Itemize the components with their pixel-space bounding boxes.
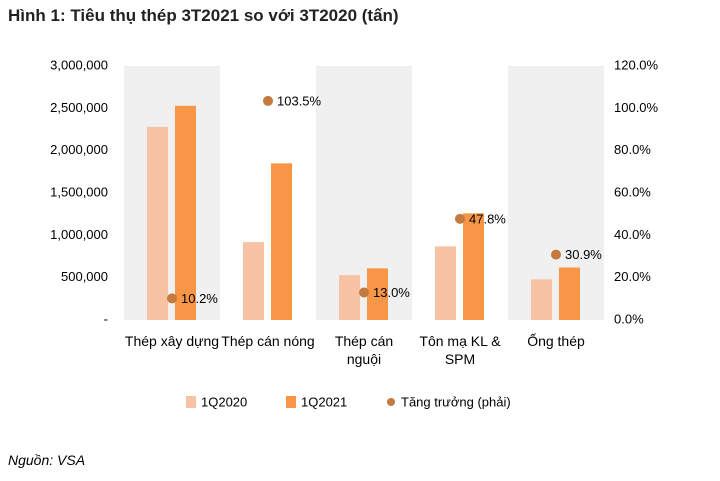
growth-dot (167, 293, 177, 304)
y2-tick-label: 80.0% (614, 142, 651, 157)
x-tick-label: Thép cán nóng (221, 333, 315, 349)
legend-label: 1Q2020 (201, 394, 247, 409)
x-tick-label: Tôn mạ KL & SPM (419, 333, 501, 367)
data-label: 13.0% (373, 285, 410, 300)
bar (367, 268, 388, 320)
data-label: 30.9% (565, 247, 602, 262)
growth-dot (455, 213, 465, 224)
growth-dot (263, 95, 273, 106)
growth-dot (359, 287, 369, 298)
band-shade (316, 66, 412, 320)
y-tick-label: 1,500,000 (50, 184, 108, 199)
y2-tick-label: 60.0% (614, 184, 651, 199)
source-note: Nguồn: VSA (8, 452, 86, 468)
bar (435, 246, 456, 320)
data-label: 10.2% (181, 291, 218, 306)
y2-tick-label: 120.0% (614, 57, 659, 72)
legend-marker (387, 398, 395, 406)
legend-marker (286, 396, 296, 408)
y-tick-label: 2,500,000 (50, 100, 108, 115)
y-tick-label: 2,000,000 (50, 142, 108, 157)
y2-tick-label: 0.0% (614, 311, 644, 326)
x-tick-label: Ống thép (527, 333, 585, 349)
band-shade (124, 66, 220, 320)
bar (559, 267, 580, 320)
bar (243, 242, 264, 320)
bar (147, 126, 168, 321)
growth-dot (551, 249, 561, 260)
bar (175, 105, 196, 320)
data-label: 103.5% (277, 93, 322, 108)
bar (531, 279, 552, 320)
bar (271, 163, 292, 320)
y-tick-label: 3,000,000 (50, 57, 108, 72)
bar (463, 213, 484, 320)
y2-tick-label: 20.0% (614, 269, 651, 284)
y2-tick-label: 100.0% (614, 100, 659, 115)
chart-title: Hình 1: Tiêu thụ thép 3T2021 so với 3T20… (8, 6, 399, 25)
data-label: 47.8% (469, 211, 506, 226)
legend-marker (186, 396, 196, 408)
legend-label: 1Q2021 (301, 394, 347, 409)
legend-label: Tăng trưởng (phải) (401, 394, 511, 409)
bar (339, 275, 360, 320)
y-tick-label: 500,000 (61, 269, 108, 284)
x-tick-label: Thép xây dựng (124, 333, 220, 349)
y-tick-label: 1,000,000 (50, 227, 108, 242)
band-shade (508, 66, 604, 320)
y2-tick-label: 40.0% (614, 227, 651, 242)
x-tick-label: Thép cán nguội (334, 333, 394, 367)
y-tick-label: - (104, 311, 108, 326)
